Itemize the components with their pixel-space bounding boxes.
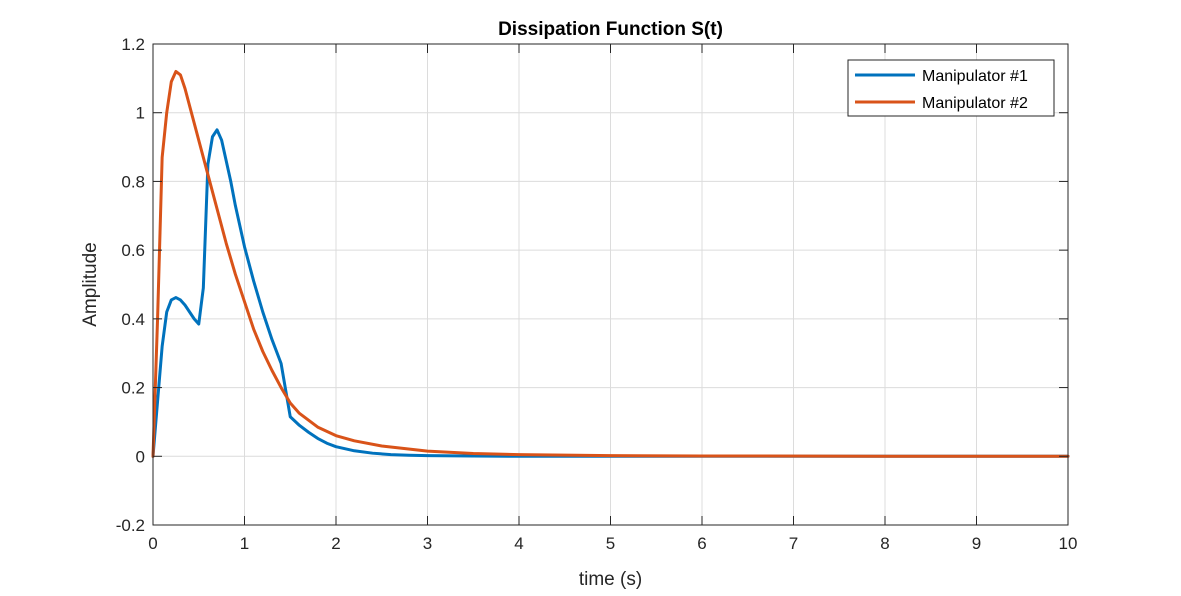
y-tick-label: 0.2 bbox=[121, 379, 145, 398]
axis-ticks bbox=[152, 43, 1069, 526]
x-axis-label: time (s) bbox=[579, 569, 642, 590]
y-tick-label: -0.2 bbox=[116, 516, 145, 535]
chart-title: Dissipation Function S(t) bbox=[498, 19, 723, 40]
series-line-manipulator-2 bbox=[151, 69, 1070, 458]
legend-box bbox=[847, 59, 1055, 117]
x-tick-labels: 0 1 2 3 4 5 6 7 8 9 10 bbox=[148, 534, 1077, 553]
x-tick-label: 0 bbox=[148, 534, 157, 553]
y-tick-label: 0.6 bbox=[121, 241, 145, 260]
y-tick-label: 0.8 bbox=[121, 172, 145, 191]
x-tick-label: 3 bbox=[423, 534, 432, 553]
x-tick-label: 8 bbox=[880, 534, 889, 553]
legend: Manipulator #1 Manipulator #2 bbox=[847, 59, 1055, 117]
x-tick-label: 2 bbox=[331, 534, 340, 553]
x-tick-label: 5 bbox=[606, 534, 615, 553]
y-tick-label: 0 bbox=[136, 447, 145, 466]
x-tick-label: 1 bbox=[240, 534, 249, 553]
x-tick-label: 9 bbox=[972, 534, 981, 553]
legend-label-manipulator-2: Manipulator #2 bbox=[922, 95, 1028, 112]
series-line-manipulator-1 bbox=[151, 128, 1070, 458]
y-tick-labels: -0.2 0 0.2 0.4 0.6 0.8 1 1.2 bbox=[116, 35, 145, 535]
y-tick-label: 0.4 bbox=[121, 310, 145, 329]
x-tick-label: 6 bbox=[697, 534, 706, 553]
y-axis-label: Amplitude bbox=[80, 242, 101, 327]
x-tick-label: 7 bbox=[789, 534, 798, 553]
legend-label-manipulator-1: Manipulator #1 bbox=[922, 68, 1028, 85]
series-lines bbox=[151, 69, 1070, 458]
y-tick-label: 1 bbox=[136, 104, 145, 123]
x-tick-label: 10 bbox=[1059, 534, 1078, 553]
y-tick-label: 1.2 bbox=[121, 35, 145, 54]
x-tick-label: 4 bbox=[514, 534, 523, 553]
